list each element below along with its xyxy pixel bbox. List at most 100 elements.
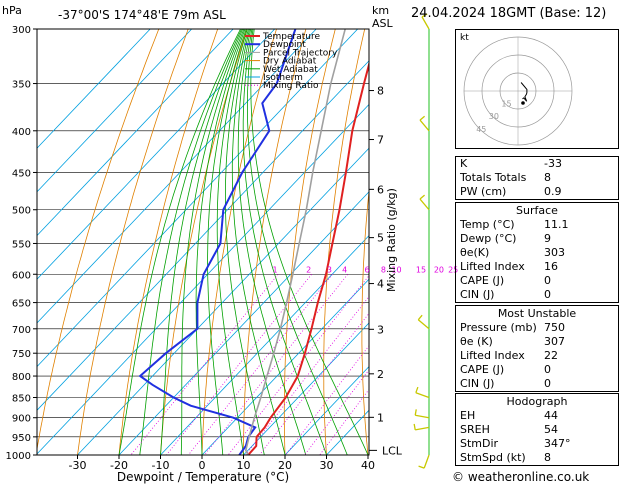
wet-adiabat-line — [160, 29, 244, 455]
surface-title: Surface — [516, 204, 558, 217]
k-value: -33 — [544, 157, 562, 170]
mu-li-label: Lifted Index — [460, 349, 525, 362]
surface-cin-row: CIN (J) 0 — [456, 288, 618, 302]
pressure-tick-label: 300 — [12, 25, 31, 36]
surface-li-label: Lifted Index — [460, 260, 525, 273]
wet-adiabat-line — [242, 29, 327, 455]
surface-theta-row: θe(K) 303 — [456, 246, 618, 260]
eh-value: 44 — [544, 409, 558, 422]
mixing-ratio-line — [166, 274, 312, 455]
temp-tick-label: -20 — [110, 459, 128, 472]
mixing-ratio-label: 10 — [391, 265, 401, 274]
wind-barb — [419, 119, 430, 132]
dry-adiabat-line — [118, 29, 219, 455]
wet-adiabat-line — [207, 29, 247, 455]
pw-row: PW (cm) 0.9 — [456, 185, 618, 199]
wet-adiabat-line — [237, 29, 307, 455]
hodograph-trace — [520, 82, 528, 102]
hodograph-kt-label: kt — [460, 33, 469, 43]
km-tick-label: 8 — [377, 85, 384, 98]
mixing-ratio-line — [319, 388, 369, 455]
legend-entry: Parcel Trajectory — [263, 48, 338, 58]
mixing-ratio-line — [130, 274, 279, 455]
legend-entry: Isotherm — [263, 73, 303, 83]
isotherm-line — [118, 191, 369, 455]
mixing-ratio-line — [245, 295, 369, 455]
series-parcel-trajectory — [244, 29, 346, 455]
km-tick-label: 4 — [377, 278, 384, 291]
mu-cin-label: CIN (J) — [460, 377, 495, 390]
hodograph-title: Hodograph — [506, 395, 568, 408]
temp-tick-label: -30 — [69, 459, 87, 472]
km-tick-label: 7 — [377, 134, 384, 147]
isotherm-line — [201, 278, 369, 455]
surface-panel: Surface Temp (°C) 11.1 Dewp (°C) 9 θe(K) 30… — [455, 202, 619, 303]
hodograph-indices-panel: Hodograph EH 44 SREH 54 StmDir 347° StmSpd … — [455, 393, 619, 466]
dry-adiabat-line — [201, 29, 277, 455]
most-unstable-panel: Most Unstable Pressure (mb) 750 θe (K) 307… — [455, 305, 619, 392]
sreh-value: 54 — [544, 423, 558, 436]
wet-adiabat-line — [250, 29, 369, 455]
mu-pres-row: Pressure (mb) 750 — [456, 321, 618, 335]
surface-dewp-value: 9 — [544, 232, 551, 245]
mixing-ratio-label: 3 — [327, 265, 332, 274]
km-tick-label: 2 — [377, 368, 384, 381]
wind-barb-flag — [419, 194, 426, 200]
wet-adiabat-line — [180, 29, 245, 455]
storm-motion-dot — [521, 101, 525, 105]
mixing-ratio-label: 6 — [365, 265, 370, 274]
pressure-tick-label: 600 — [12, 270, 31, 281]
pressure-tick-label: 900 — [12, 414, 31, 425]
indices-panel: K -33 Totals Totals 8 PW (cm) 0.9 — [455, 156, 619, 200]
surface-dewp-row: Dewp (°C) 9 — [456, 232, 618, 246]
series-temperature — [247, 60, 369, 455]
wet-adiabat-line — [195, 29, 246, 455]
stmspd-row: StmSpd (kt) 8 — [456, 451, 618, 465]
wet-adiabat-line — [247, 29, 348, 455]
surface-temp-label: Temp (°C) — [460, 218, 515, 231]
plot-frame — [36, 28, 370, 456]
hodograph-ring-label: 15 — [501, 100, 511, 109]
dry-adiabat-line — [283, 29, 336, 455]
pressure-tick-label: 850 — [12, 393, 31, 404]
wind-barb-flag — [417, 314, 423, 321]
isotherm-line — [37, 29, 317, 324]
sreh-row: SREH 54 — [456, 423, 618, 437]
date-title: 24.04.2024 18GMT (Base: 12) — [411, 6, 607, 21]
dry-adiabat-line — [435, 29, 453, 455]
mixing-ratio-label: 2 — [306, 265, 311, 274]
isotherm-line — [37, 29, 275, 280]
mixing-ratio-label: 8 — [381, 265, 386, 274]
x-axis-label: Dewpoint / Temperature (°C) — [117, 470, 289, 484]
legend-entry: Mixing Ratio — [263, 81, 319, 91]
dry-adiabat-line — [361, 187, 369, 455]
temp-tick-label: 10 — [237, 459, 251, 472]
mu-cape-value: 0 — [544, 363, 551, 376]
mixing-ratio-line — [259, 312, 369, 455]
isotherm-line — [37, 29, 151, 149]
pressure-tick-label: 1000 — [6, 451, 31, 462]
surface-cape-label: CAPE (J) — [460, 274, 505, 287]
temp-tick-label: 30 — [320, 459, 334, 472]
pressure-tick-label: 350 — [12, 80, 31, 91]
pressure-tick-label: 450 — [12, 168, 31, 179]
isotherm-line — [284, 365, 369, 455]
eh-label: EH — [460, 409, 476, 422]
sreh-label: SREH — [460, 423, 490, 436]
surface-cape-row: CAPE (J) 0 — [456, 274, 618, 288]
tt-value: 8 — [544, 171, 551, 184]
wind-barbs — [413, 13, 430, 469]
legend-entry: Dewpoint — [263, 40, 306, 50]
mixing-ratio-label: 15 — [416, 265, 426, 274]
mixing-ratio-label: 1 — [272, 265, 277, 274]
temp-tick-label: -10 — [152, 459, 170, 472]
wind-barb-flag — [413, 423, 416, 430]
mixing-ratio-label: 25 — [448, 265, 458, 274]
k-index-row: K -33 — [456, 157, 618, 171]
stmspd-value: 8 — [544, 451, 551, 464]
dry-adiabat-line — [77, 29, 189, 455]
surface-temp-row: Temp (°C) 11.1 — [456, 218, 618, 232]
surface-dewp-label: Dewp (°C) — [460, 232, 517, 245]
